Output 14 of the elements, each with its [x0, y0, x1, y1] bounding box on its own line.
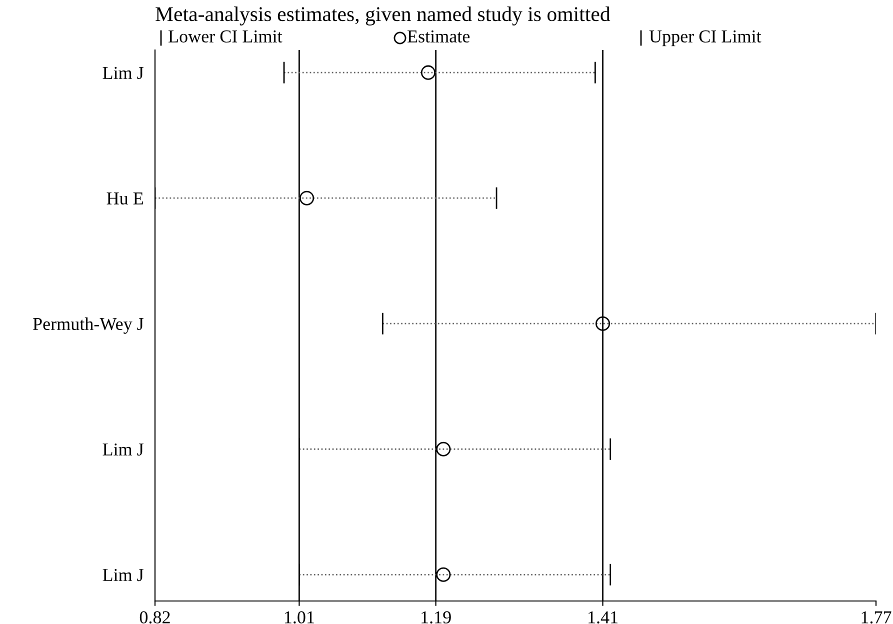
x-tick-label: 1.41 [588, 611, 618, 624]
text: Upper CI Limit [649, 30, 762, 46]
text: Lower CI Limit [168, 30, 282, 43]
legend-label: Estimate [408, 30, 470, 43]
x-tick-label: 1.77 [862, 611, 892, 624]
chart-title: Meta-analysis estimates, given named study is omitted [156, 6, 610, 26]
y-tick-label: Hu E [106, 192, 143, 205]
y-tick-label: Lim J [102, 66, 144, 80]
x-tick-label: 1.01 [284, 611, 314, 624]
y-tick-label: Permuth-Wey J [33, 317, 144, 334]
x-tick-label: 1.19 [422, 611, 451, 624]
y-tick-label: Lim J [102, 443, 144, 456]
x-tick-label: 0.82 [140, 611, 170, 624]
y-tick-label: Lim J [102, 568, 144, 582]
